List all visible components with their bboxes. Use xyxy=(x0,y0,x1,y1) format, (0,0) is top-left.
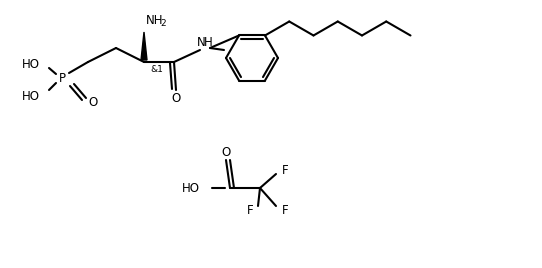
Text: &1: &1 xyxy=(150,65,163,75)
Text: F: F xyxy=(282,163,289,177)
Text: P: P xyxy=(59,72,66,84)
Text: O: O xyxy=(171,91,180,105)
Text: 2: 2 xyxy=(160,20,166,28)
Text: HO: HO xyxy=(22,90,40,102)
Text: O: O xyxy=(221,146,231,158)
Text: O: O xyxy=(88,95,97,109)
Text: HO: HO xyxy=(182,181,200,195)
Text: N: N xyxy=(197,35,206,49)
Text: F: F xyxy=(247,203,254,217)
Polygon shape xyxy=(141,32,147,60)
Text: H: H xyxy=(204,35,213,49)
Text: HO: HO xyxy=(22,58,40,70)
Text: NH: NH xyxy=(146,13,164,27)
Text: F: F xyxy=(282,203,289,217)
